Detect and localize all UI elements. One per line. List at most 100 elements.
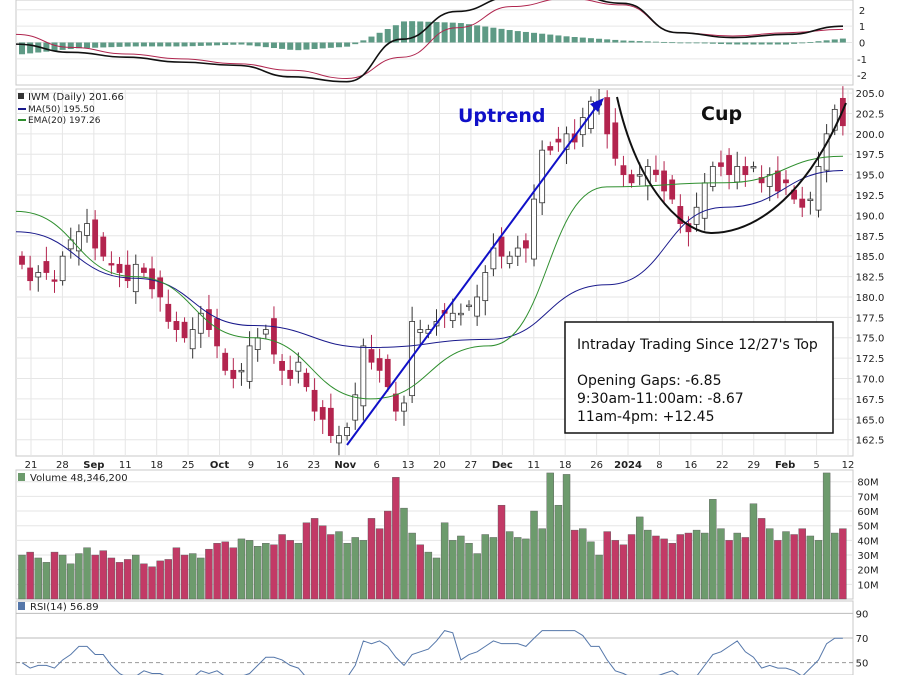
intraday-box: Intraday Trading Since 12/27's Top Openi… [564, 321, 834, 434]
volume-bar [294, 543, 303, 600]
macd-histogram-bar [262, 42, 269, 48]
intraday-box-line: 9:30am-11:00am: -8.67 [577, 391, 744, 407]
candle-body [531, 198, 537, 260]
candle-body [376, 358, 383, 371]
macd-histogram-bar [457, 23, 464, 43]
candle-body [84, 223, 90, 236]
volume-bar [392, 477, 400, 600]
macd-histogram-bar [441, 22, 448, 43]
x-tick-label: 23 [307, 460, 320, 471]
macd-histogram-bar [352, 42, 359, 45]
volume-bar [132, 554, 140, 600]
candle-body [157, 277, 164, 298]
price-tick-label: 175.0 [856, 334, 885, 345]
volume-bar [652, 535, 660, 600]
volume-bar [140, 563, 148, 600]
x-tick-label: 9 [248, 460, 254, 471]
rsi-legend: RSI(14) 56.89 [18, 602, 99, 613]
price-tick-label: 182.5 [856, 273, 885, 284]
candle-body [181, 321, 188, 339]
macd-histogram-bar [571, 37, 578, 43]
macd-line [15, 0, 844, 83]
x-tick-label: 5 [813, 460, 819, 471]
volume-bar [229, 547, 238, 600]
volume-bar [774, 540, 782, 600]
candle-body [709, 166, 716, 187]
x-tick-label: 21 [25, 460, 38, 471]
macd-histogram-bar [685, 42, 692, 44]
candle-body [344, 427, 350, 437]
x-tick-label: 16 [685, 460, 698, 471]
volume-bar [814, 540, 823, 600]
candle-body [555, 138, 562, 143]
volume-bar [465, 543, 473, 600]
volume-bar [83, 547, 91, 600]
macd-histogram-bar [84, 42, 91, 49]
macd-histogram-bar [417, 21, 424, 43]
macd-histogram-bar [482, 26, 489, 43]
volume-bar [733, 532, 741, 600]
candle-body [628, 174, 635, 184]
volume-bar [343, 543, 351, 600]
macd-histogram-bar [677, 42, 684, 44]
candle-body [197, 312, 204, 334]
macd-histogram-bar [287, 42, 294, 50]
x-tick-label: 8 [656, 460, 662, 471]
macd-histogram-bar [433, 22, 440, 43]
volume-bar [619, 544, 628, 600]
macd-histogram-bar [400, 21, 407, 43]
macd-histogram-bar [726, 42, 733, 45]
volume-bar [58, 554, 67, 600]
candle-body [831, 108, 838, 131]
intraday-box-line: 11am-4pm: +12.45 [577, 409, 715, 425]
candle-body [384, 358, 391, 388]
macd-histogram-bar [734, 42, 741, 45]
candle-body [246, 345, 253, 382]
volume-bar [172, 547, 181, 600]
candle-body [189, 329, 196, 350]
candle-body [43, 261, 50, 273]
volume-tick-label: 40M [857, 536, 878, 547]
rsi-legend-icon [18, 602, 25, 610]
volume-bar [440, 522, 449, 600]
volume-bar [717, 528, 725, 600]
candle-body [774, 170, 781, 192]
macd-histogram-bar [620, 40, 627, 43]
candle-body [116, 263, 123, 273]
volume-bar [692, 529, 701, 600]
macd-histogram-bar [742, 42, 749, 45]
x-tick-label: Feb [775, 460, 795, 471]
candle-body [653, 169, 659, 176]
volume-bar [562, 474, 571, 600]
candle-body [514, 247, 521, 257]
volume-bar [684, 532, 693, 600]
volume-tick-label: 60M [857, 507, 878, 518]
uptrend-label: Uptrend [458, 105, 546, 127]
macd-histogram-bar [514, 31, 521, 43]
macd-histogram-bar [758, 42, 765, 45]
macd-histogram-bar [327, 42, 334, 48]
macd-histogram-bar [628, 40, 635, 43]
candle-body [35, 272, 42, 278]
volume-bar [400, 507, 408, 600]
candle-body [392, 393, 399, 412]
macd-histogram-bar [197, 42, 204, 46]
volume-bar [570, 529, 579, 600]
volume-bar [416, 544, 424, 600]
intraday-box-line: Opening Gaps: -6.85 [577, 373, 722, 389]
macd-histogram-bar [295, 42, 302, 51]
x-tick-label: Dec [492, 460, 513, 471]
candle-body [758, 177, 765, 184]
rsi-line [21, 630, 843, 678]
rsi-tick-label: 90 [856, 609, 869, 620]
cup-label: Cup [701, 103, 742, 125]
candle-body [124, 264, 131, 282]
legend-symbol: IWM (Daily) 201.66 [28, 92, 124, 103]
x-tick-label: 18 [150, 460, 163, 471]
macd-histogram-bar [823, 40, 830, 43]
intraday-box-frame [564, 321, 834, 434]
macd-histogram-bar [669, 42, 676, 44]
macd-histogram-bar [157, 42, 164, 47]
price-tick-label: 200.0 [856, 130, 885, 141]
macd-histogram-bar [43, 42, 50, 52]
